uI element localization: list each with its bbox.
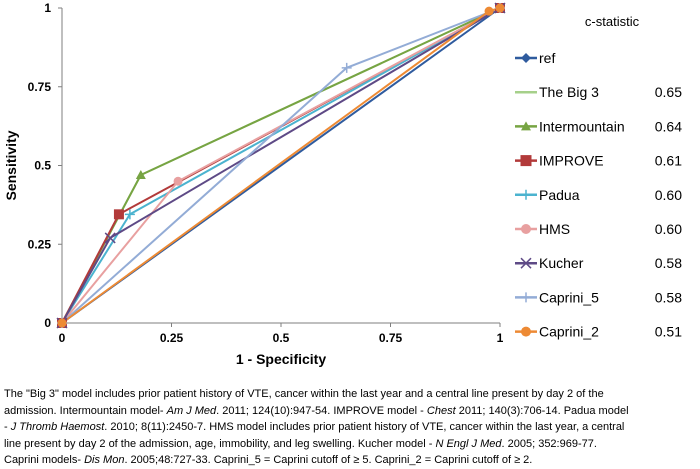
caption-citation: J Thromb Haemost: [10, 421, 105, 433]
caption-line-5: Caprini models- Dis Mon. 2005;48:727-33.…: [4, 452, 696, 469]
figure-caption: The "Big 3" model includes prior patient…: [4, 386, 696, 469]
y-tick-label: 0.25: [28, 237, 52, 251]
caption-citation: Am J Med: [166, 404, 217, 417]
caption-text: line present by day 2 of the admission, …: [4, 437, 436, 450]
legend-label-caprini-2: Caprini_2: [539, 324, 599, 340]
legend-label-improve: IMPROVE: [539, 153, 604, 169]
caption-text: 2011; 140(3):706-14. Padua model: [455, 404, 629, 417]
legend-label-kucher: Kucher: [539, 255, 584, 271]
x-axis-title: 1 - Specificity: [236, 351, 326, 367]
legend-cstat-kucher: 0.58: [655, 255, 682, 271]
marker-caprini-5: [521, 292, 531, 303]
y-tick-label: 0.5: [34, 159, 51, 173]
caption-line-1: The "Big 3" model includes prior patient…: [4, 386, 696, 403]
caption-text: . 2011; 124(10):947-54. IMPROVE model -: [216, 404, 427, 417]
legend-label-ref: ref: [539, 50, 555, 66]
caption-text: admission. Intermountain model-: [4, 404, 167, 417]
caption-text: . 2005; 352:969-77.: [501, 437, 597, 450]
legend-cstat-padua: 0.60: [655, 187, 682, 203]
marker-improve: [520, 155, 532, 167]
y-axis-title: Sensitivity: [3, 130, 19, 200]
series-lines: [61, 7, 501, 324]
series-markers: [56, 2, 506, 329]
legend-cstat-hms: 0.60: [655, 221, 682, 237]
legend-label-hms: HMS: [539, 221, 570, 237]
legend-label-caprini-5: Caprini_5: [539, 289, 599, 305]
caption-line-4: line present by day 2 of the admission, …: [4, 436, 696, 453]
marker-intermountain: [135, 169, 146, 179]
legend-cstat-the-big-3: 0.65: [655, 84, 682, 100]
caption-line-2: admission. Intermountain model- Am J Med…: [4, 403, 696, 420]
marker-caprini-2: [521, 326, 531, 337]
caption-text: -: [4, 421, 11, 433]
marker-ref: [521, 53, 531, 63]
legend-header: c-statistic: [585, 14, 640, 29]
marker-hms: [521, 224, 531, 234]
legend-cstat-intermountain: 0.64: [655, 118, 682, 134]
legend-cstat-caprini-5: 0.58: [655, 289, 682, 305]
legend-cstat-caprini-2: 0.51: [655, 324, 682, 340]
caption-text: Caprini models-: [4, 454, 85, 466]
marker-intermountain: [521, 121, 531, 131]
x-tick-label: 0.5: [273, 331, 290, 345]
marker-improve: [113, 209, 124, 220]
caption-text: . 2005;48:727-33. Caprini_5 = Caprini cu…: [124, 454, 533, 466]
marker-caprini-5: [341, 62, 352, 73]
marker-padua: [521, 189, 531, 200]
legend: c-statistic ref The Big 3 0.65 Intermountain…: [515, 14, 682, 340]
caption-citation: Chest: [426, 404, 456, 417]
legend-label-padua: Padua: [539, 187, 580, 203]
legend-cstat-improve: 0.61: [655, 153, 682, 169]
caption-text: The "Big 3" model includes prior patient…: [4, 388, 604, 400]
caption-citation: Dis Mon: [84, 454, 125, 466]
legend-label-the-big-3: The Big 3: [539, 84, 599, 100]
marker-caprini-2: [495, 3, 505, 13]
x-tick-label: 0: [59, 331, 66, 345]
caption-text: . 2010; 8(11):2450-7. HMS model includes…: [104, 421, 625, 433]
y-tick-label: 0: [44, 316, 51, 330]
marker-padua: [124, 209, 135, 220]
roc-chart: 0 0.25 0.5 0.75 1 0 0.25 0.5 0.75 1 1 - Specificit…: [3, 1, 682, 367]
x-tick-label: 1: [497, 331, 504, 345]
x-tick-label: 0.75: [379, 331, 403, 345]
marker-kucher: [520, 257, 532, 269]
axes: 0 0.25 0.5 0.75 1 0 0.25 0.5 0.75 1 1 - Specificit…: [3, 1, 504, 367]
y-tick-label: 0.75: [28, 80, 52, 94]
marker-kucher: [104, 232, 116, 244]
marker-caprini-2: [57, 318, 67, 328]
x-tick-label: 0.25: [160, 331, 184, 345]
caption-citation: N Engl J Med: [435, 437, 502, 450]
y-tick-label: 1: [44, 1, 51, 15]
legend-label-intermountain: Intermountain: [539, 118, 625, 134]
caption-line-3: - J Thromb Haemost. 2010; 8(11):2450-7. …: [4, 419, 696, 436]
marker-hms: [173, 176, 183, 186]
marker-caprini-2: [484, 6, 494, 16]
